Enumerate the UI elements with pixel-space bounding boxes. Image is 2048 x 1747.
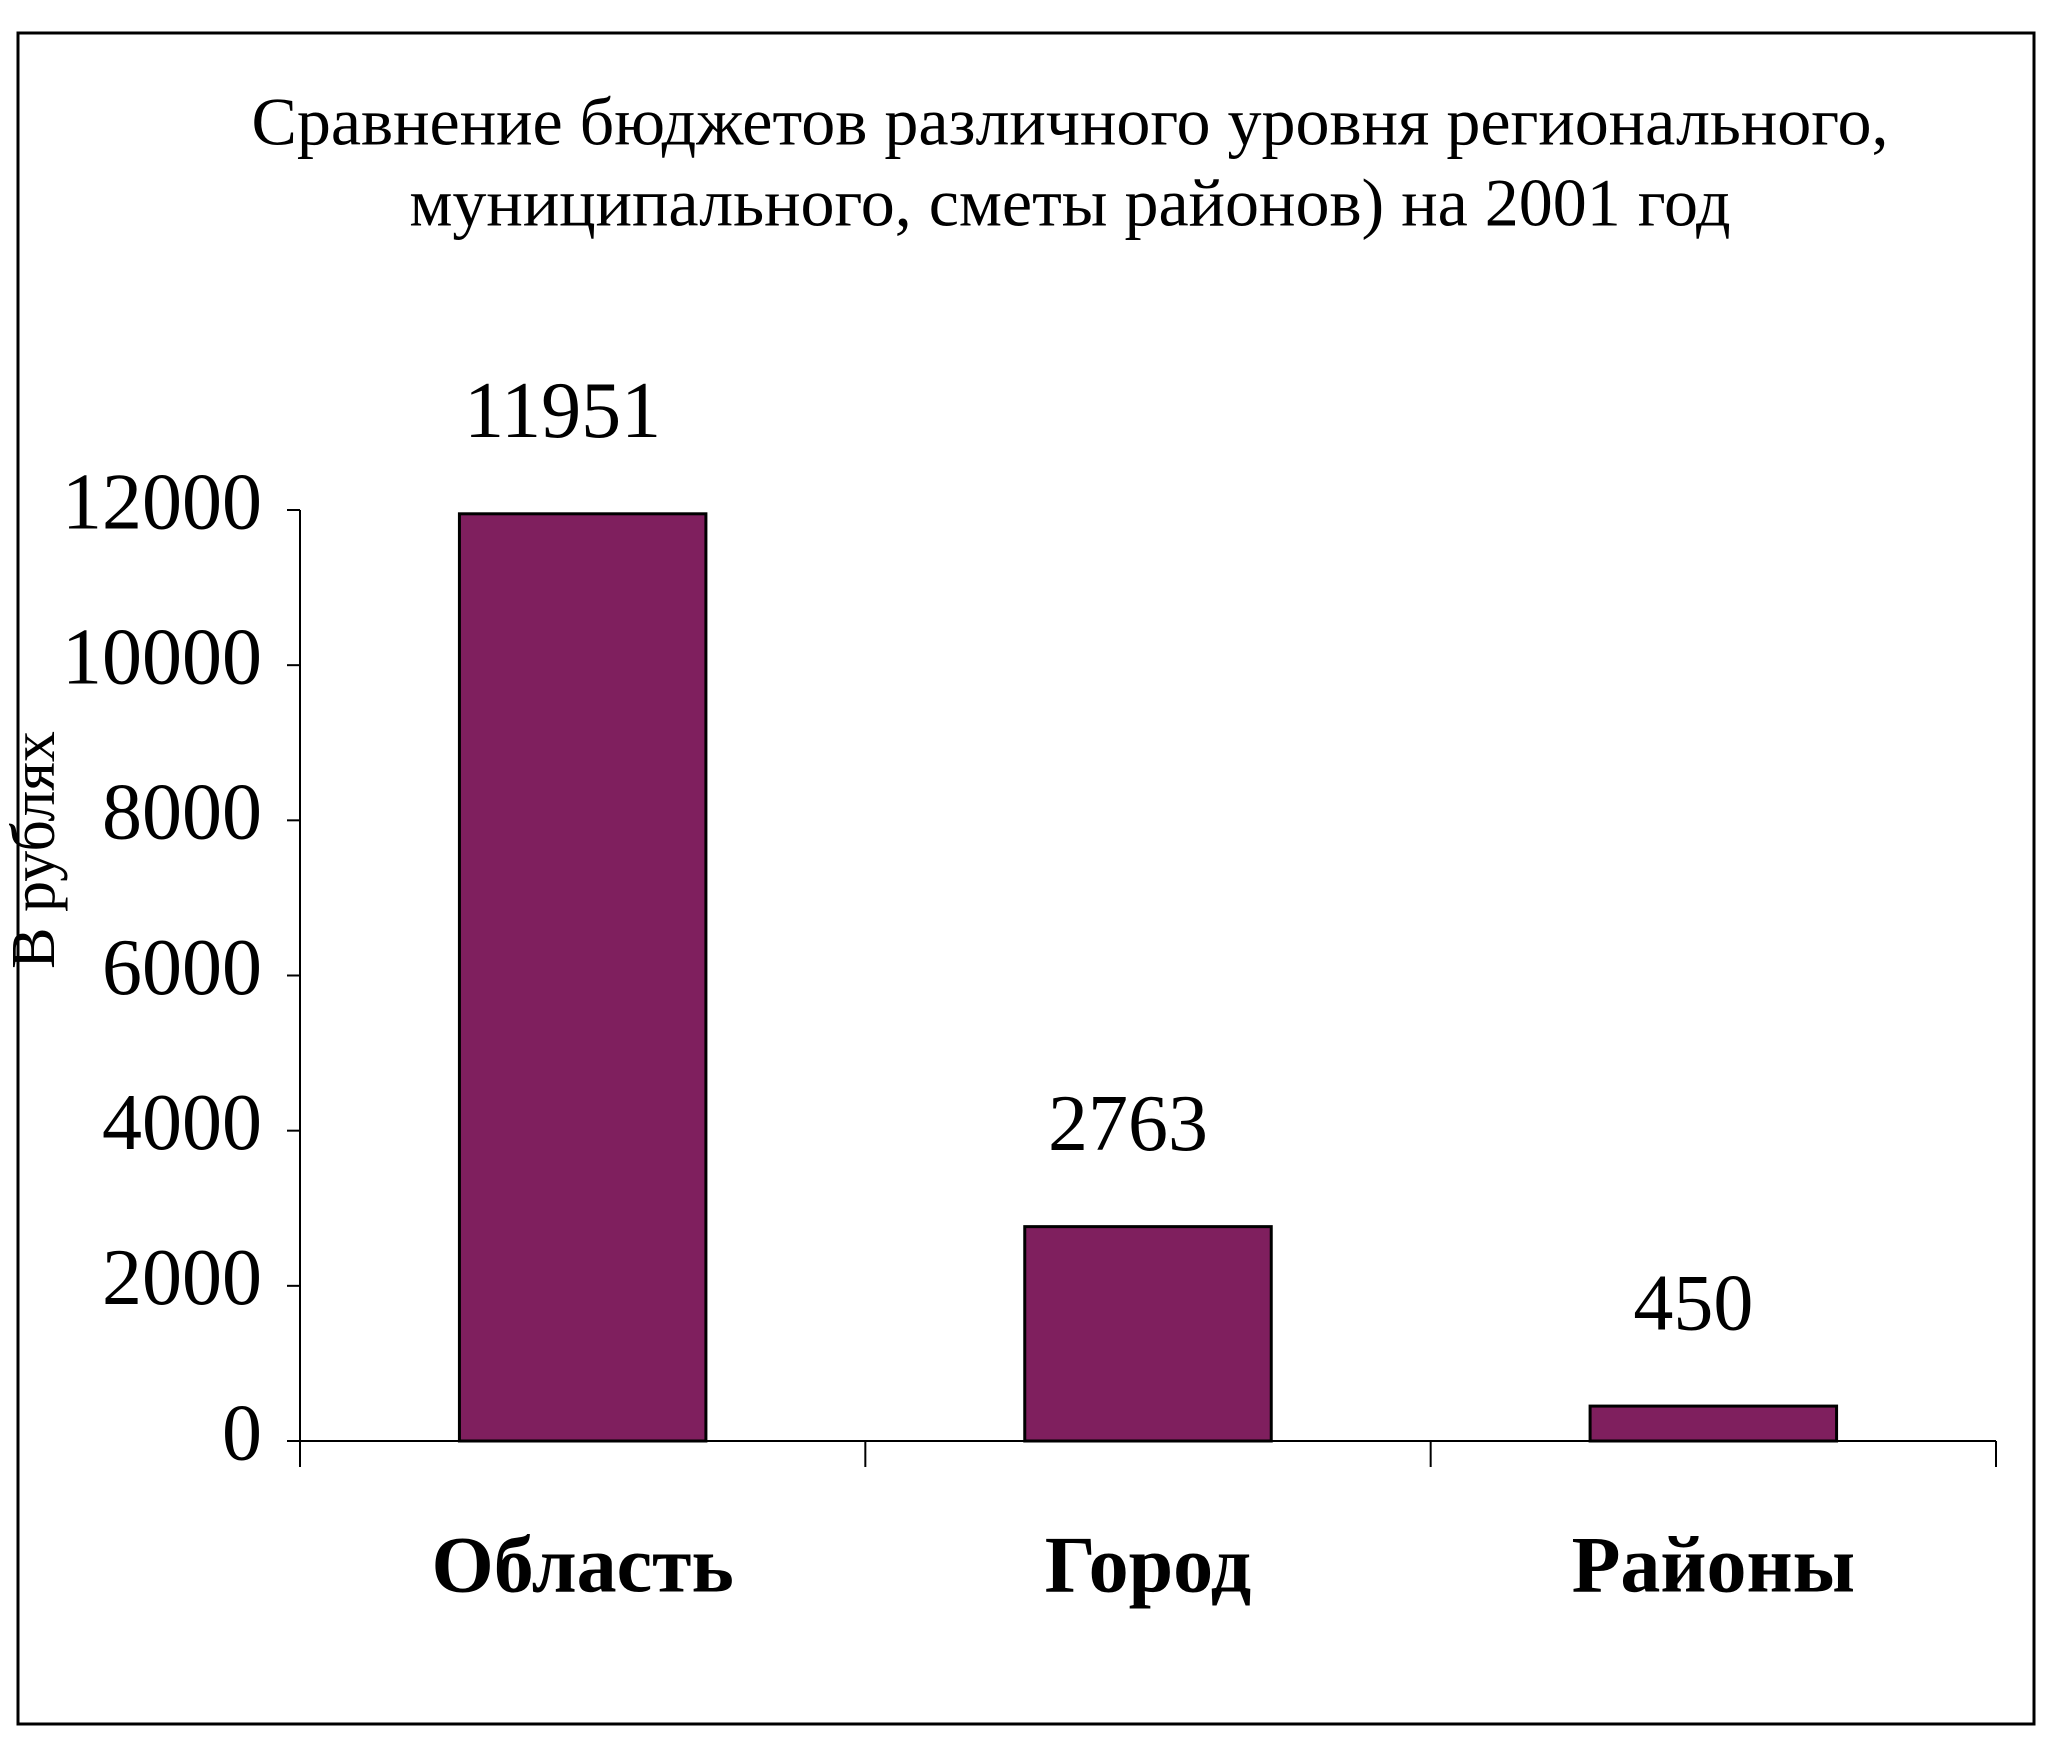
y-tick-label: 4000 [102, 1079, 262, 1167]
y-tick-label: 0 [222, 1389, 262, 1477]
x-tick-label: Районы [1572, 1521, 1856, 1609]
y-tick-label: 2000 [102, 1234, 262, 1322]
bar [457, 512, 708, 1443]
chart-title: муниципального, сметы районов) на 2001 г… [409, 165, 1730, 241]
data-label: 450 [1633, 1259, 1753, 1347]
data-label: 2763 [1048, 1080, 1208, 1168]
bar [1588, 1404, 1839, 1443]
data-label: 11951 [464, 367, 661, 455]
chart-title: Сравнение бюджетов различного уровня рег… [251, 84, 1888, 160]
chart-border [16, 31, 2036, 1726]
bar [1023, 1225, 1273, 1443]
y-tick-label: 6000 [102, 924, 262, 1012]
x-tick-label: Город [1045, 1521, 1252, 1609]
y-tick-label: 12000 [62, 458, 262, 546]
x-tick-label: Область [432, 1521, 734, 1609]
y-tick-label: 8000 [102, 769, 262, 857]
y-tick-label: 10000 [62, 614, 262, 702]
y-axis-label: В рублях [0, 731, 68, 969]
